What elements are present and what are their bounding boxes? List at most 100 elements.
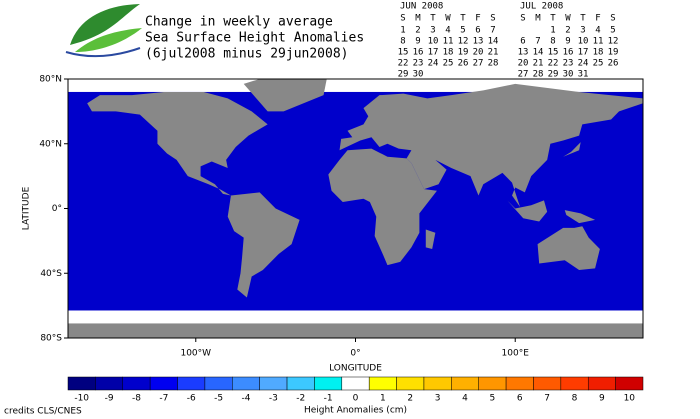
calendar-day: 25 <box>593 59 604 69</box>
colorbar-box <box>587 376 616 391</box>
colorbar: -10 -9 -8 -7 -6 -5 -4 -3 -2 -1 0 1 2 3 4 5 6 7 8 9 10Height … <box>67 376 644 416</box>
y-tick-label: 40°S <box>40 269 62 279</box>
calendar-weekday: T <box>550 14 556 24</box>
colorbar-box <box>451 376 479 391</box>
calendar-day: 31 <box>578 70 589 80</box>
colorbar-box <box>259 376 288 391</box>
colorbar-box <box>505 376 534 391</box>
title-line: (6jul2008 minus 29jun2008) <box>145 47 349 62</box>
calendar-day: 4 <box>595 26 600 36</box>
calendar-day: 21 <box>533 59 544 69</box>
calendar-day: 26 <box>608 59 619 69</box>
credits: credits CLS/CNES <box>4 407 82 417</box>
calendar-day: 20 <box>518 59 529 69</box>
calendar-day: 20 <box>473 48 484 58</box>
calendar-day: 23 <box>413 59 424 69</box>
colorbar-box <box>341 376 370 391</box>
map <box>67 78 644 339</box>
calendar-day: 19 <box>458 48 469 58</box>
land <box>67 78 643 338</box>
title-line: Sea Surface Height Anomalies <box>145 31 364 46</box>
calendar-day: 6 <box>475 26 480 36</box>
calendar-day: 3 <box>580 26 585 36</box>
calendar-day: 30 <box>563 70 574 80</box>
colorbar-box <box>423 376 452 391</box>
calendar-day: 18 <box>443 48 454 58</box>
x-tick-label: 100°W <box>180 349 211 359</box>
y-axis-label: LATITUDE <box>22 186 32 230</box>
calendar-day: 7 <box>535 37 540 47</box>
calendar-weekday: T <box>430 14 436 24</box>
colorbar-tick-label: -4 <box>241 394 250 404</box>
calendar-day: 30 <box>413 70 424 80</box>
calendar-day: 12 <box>608 37 619 47</box>
calendar-day: 29 <box>548 70 559 80</box>
y-tick-label: 0° <box>52 204 62 214</box>
calendar-day: 10 <box>578 37 589 47</box>
calendar-day: 15 <box>398 48 409 58</box>
logo <box>65 4 142 58</box>
calendar-weekday: F <box>475 14 480 24</box>
calendar-day: 22 <box>398 59 409 69</box>
colorbar-tick-label: -10 <box>74 394 89 404</box>
colorbar-tick-label: -5 <box>214 394 223 404</box>
calendar-day: 1 <box>400 26 405 36</box>
colorbar-tick-label: -8 <box>132 394 141 404</box>
colorbar-box <box>232 376 260 391</box>
map-axes: 80°N 40°N 0° 40°S 80°S 100°W 0° 100°E LONGITUDE L… <box>22 75 530 374</box>
calendar-day: 11 <box>443 37 454 47</box>
calendar-day: 16 <box>563 48 574 58</box>
calendar-day: 4 <box>445 26 450 36</box>
calendar-day: 7 <box>490 26 495 36</box>
calendar-day: 23 <box>563 59 574 69</box>
calendar-weekday: W <box>445 14 451 24</box>
calendar-day: 9 <box>415 37 420 47</box>
calendar-day: 27 <box>518 70 529 80</box>
colorbar-tick-label: 0 <box>353 394 359 404</box>
colorbar-box <box>122 376 151 391</box>
calendar-day: 28 <box>488 59 499 69</box>
colorbar-tick-label: 3 <box>435 394 441 404</box>
colorbar-label: Height Anomalies (cm) <box>304 406 407 416</box>
colorbar-box <box>67 376 96 391</box>
calendar-day: 17 <box>578 48 589 58</box>
colorbar-box <box>368 376 397 391</box>
calendar-day: 8 <box>400 37 405 47</box>
colorbar-box <box>560 376 589 391</box>
colorbar-tick-label: 7 <box>544 394 550 404</box>
colorbar-box <box>204 376 233 391</box>
calendar-day: 28 <box>533 70 544 80</box>
calendar-weekday: T <box>580 14 586 24</box>
colorbar-box <box>396 376 425 391</box>
calendar-weekday: S <box>400 14 405 24</box>
colorbar-tick-label: 8 <box>572 394 578 404</box>
colorbar-box <box>149 376 178 391</box>
calendar-day: 2 <box>565 26 570 36</box>
colorbar-tick-label: 5 <box>490 394 496 404</box>
colorbar-tick-label: -2 <box>296 394 305 404</box>
calendar-day: 9 <box>565 37 570 47</box>
calendar-weekday: F <box>595 14 600 24</box>
calendar-day: 29 <box>398 70 409 80</box>
calendar-day: 27 <box>473 59 484 69</box>
calendar-day: 26 <box>458 59 469 69</box>
y-tick-label: 40°N <box>39 139 62 149</box>
calendar-day: 13 <box>518 48 529 58</box>
calendar-weekday: S <box>520 14 525 24</box>
calendar-weekday: M <box>535 14 541 24</box>
calendar-day: 13 <box>473 37 484 47</box>
colorbar-box <box>95 376 124 391</box>
colorbar-box <box>615 376 644 391</box>
calendar-day: 19 <box>608 48 619 58</box>
calendar-day: 24 <box>428 59 439 69</box>
colorbar-tick-label: -6 <box>187 394 196 404</box>
colorbar-tick-label: 1 <box>380 394 386 404</box>
calendar-day: 1 <box>550 26 555 36</box>
colorbar-tick-label: -7 <box>159 394 168 404</box>
calendar-day: 22 <box>548 59 559 69</box>
colorbar-box <box>314 376 343 391</box>
calendar-day: 2 <box>415 26 420 36</box>
